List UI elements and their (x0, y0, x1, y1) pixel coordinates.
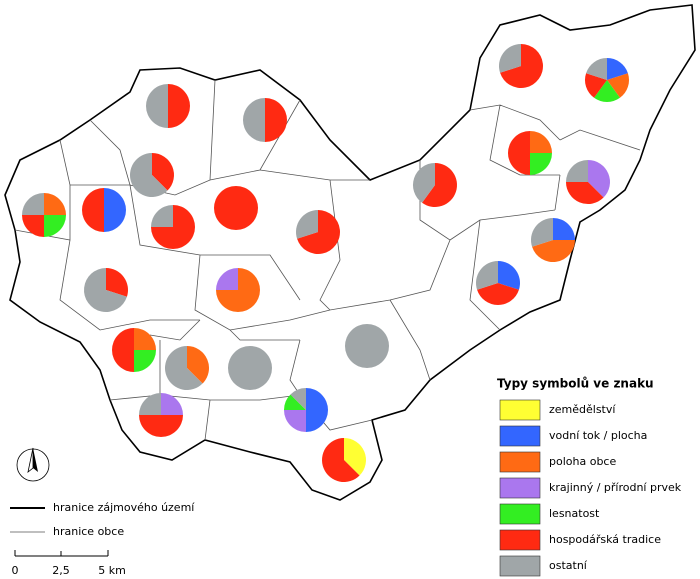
north-arrow-head (33, 448, 38, 472)
pie-slice (413, 163, 435, 203)
legend-label: hospodářská tradice (549, 533, 661, 546)
pie-slice (422, 163, 457, 208)
municipal-borders (14, 79, 641, 441)
legend-swatch (499, 555, 541, 577)
pie-slice (82, 188, 104, 232)
pie-slice (498, 261, 520, 290)
pie-slice (531, 218, 553, 247)
pie-slice (594, 80, 620, 103)
legend-label: krajinný / přírodní prvek (549, 481, 682, 494)
pie-slice (214, 186, 258, 230)
pie-slice (290, 388, 306, 410)
pie-slice (530, 131, 552, 153)
legend-label: lesnatost (549, 507, 600, 520)
legend-label: ostatní (549, 559, 588, 572)
pie-slice (344, 438, 366, 476)
scale-bar-line (14, 550, 109, 557)
pie-slice (152, 153, 175, 191)
north-arrow (16, 447, 50, 482)
pie-slice (139, 415, 183, 437)
line-legend: hranice zájmového území hranice obce (10, 501, 195, 538)
pie-slice (296, 210, 318, 239)
pie-slice (530, 153, 552, 175)
pie-slice (586, 58, 607, 80)
pie-slice (532, 240, 575, 262)
legend-swatch (499, 425, 541, 447)
pie-slice (228, 346, 272, 390)
legend-line-label: hranice obce (53, 525, 124, 538)
legend-title: Typy symbolů ve znaku (497, 377, 654, 391)
pie-slice (297, 210, 341, 255)
pie-slice (476, 261, 498, 290)
pie-slice (500, 43, 543, 88)
legend-line-label: hranice zájmového území (53, 501, 195, 514)
pie-slice (165, 346, 203, 390)
pie-slice (130, 153, 168, 197)
north-arrow-head (27, 447, 34, 474)
legend-label: zemědělství (549, 403, 616, 416)
pie-slice (321, 438, 360, 483)
pie-slice (168, 84, 190, 128)
legend-swatch (499, 451, 541, 473)
pie-slice (104, 188, 126, 232)
pie-slice (508, 131, 530, 175)
pie-slice (499, 44, 521, 73)
legend: Typy symbolů ve znaku zemědělství vodní t… (497, 377, 682, 577)
scale-label: 0 (12, 564, 19, 577)
scale-label: 2,5 (52, 564, 70, 577)
pie-slice (585, 73, 607, 98)
pie-symbols (22, 43, 629, 483)
pie-slice (607, 58, 628, 80)
pie-slice (146, 84, 168, 128)
legend-swatch (499, 477, 541, 499)
scale-label: 5 km (98, 564, 126, 577)
legend-swatch (499, 503, 541, 525)
pie-slice (284, 410, 306, 432)
pie-slice (553, 218, 575, 240)
pie-slice (161, 393, 183, 415)
pie-slice (265, 98, 287, 142)
pie-slice (588, 160, 610, 198)
pie-slice (243, 98, 265, 142)
pie-slice (477, 283, 519, 305)
pie-slice (306, 388, 328, 432)
pie-slice (44, 193, 66, 215)
pie-slice (44, 215, 66, 237)
scale-bar: 0 2,5 5 km (12, 550, 126, 577)
legend-swatch (499, 399, 541, 421)
pie-slice (134, 350, 156, 372)
pie-slice (284, 394, 306, 410)
pie-slice (216, 268, 238, 290)
legend-label: vodní tok / plocha (549, 429, 647, 442)
pie-slice (566, 160, 588, 182)
pie-slice (134, 328, 156, 350)
pie-slice (139, 393, 161, 415)
pie-slice (112, 328, 134, 372)
pie-slice (187, 346, 210, 384)
pie-slice (84, 268, 127, 312)
pie-slice (566, 182, 604, 204)
pie-slice (106, 268, 128, 297)
pie-slice (607, 73, 629, 98)
legend-swatch (499, 529, 541, 551)
legend-label: poloha obce (549, 455, 616, 468)
pie-slice (22, 215, 44, 237)
pie-slice (151, 205, 173, 227)
pie-slice (345, 324, 389, 368)
pie-slice (22, 193, 44, 215)
